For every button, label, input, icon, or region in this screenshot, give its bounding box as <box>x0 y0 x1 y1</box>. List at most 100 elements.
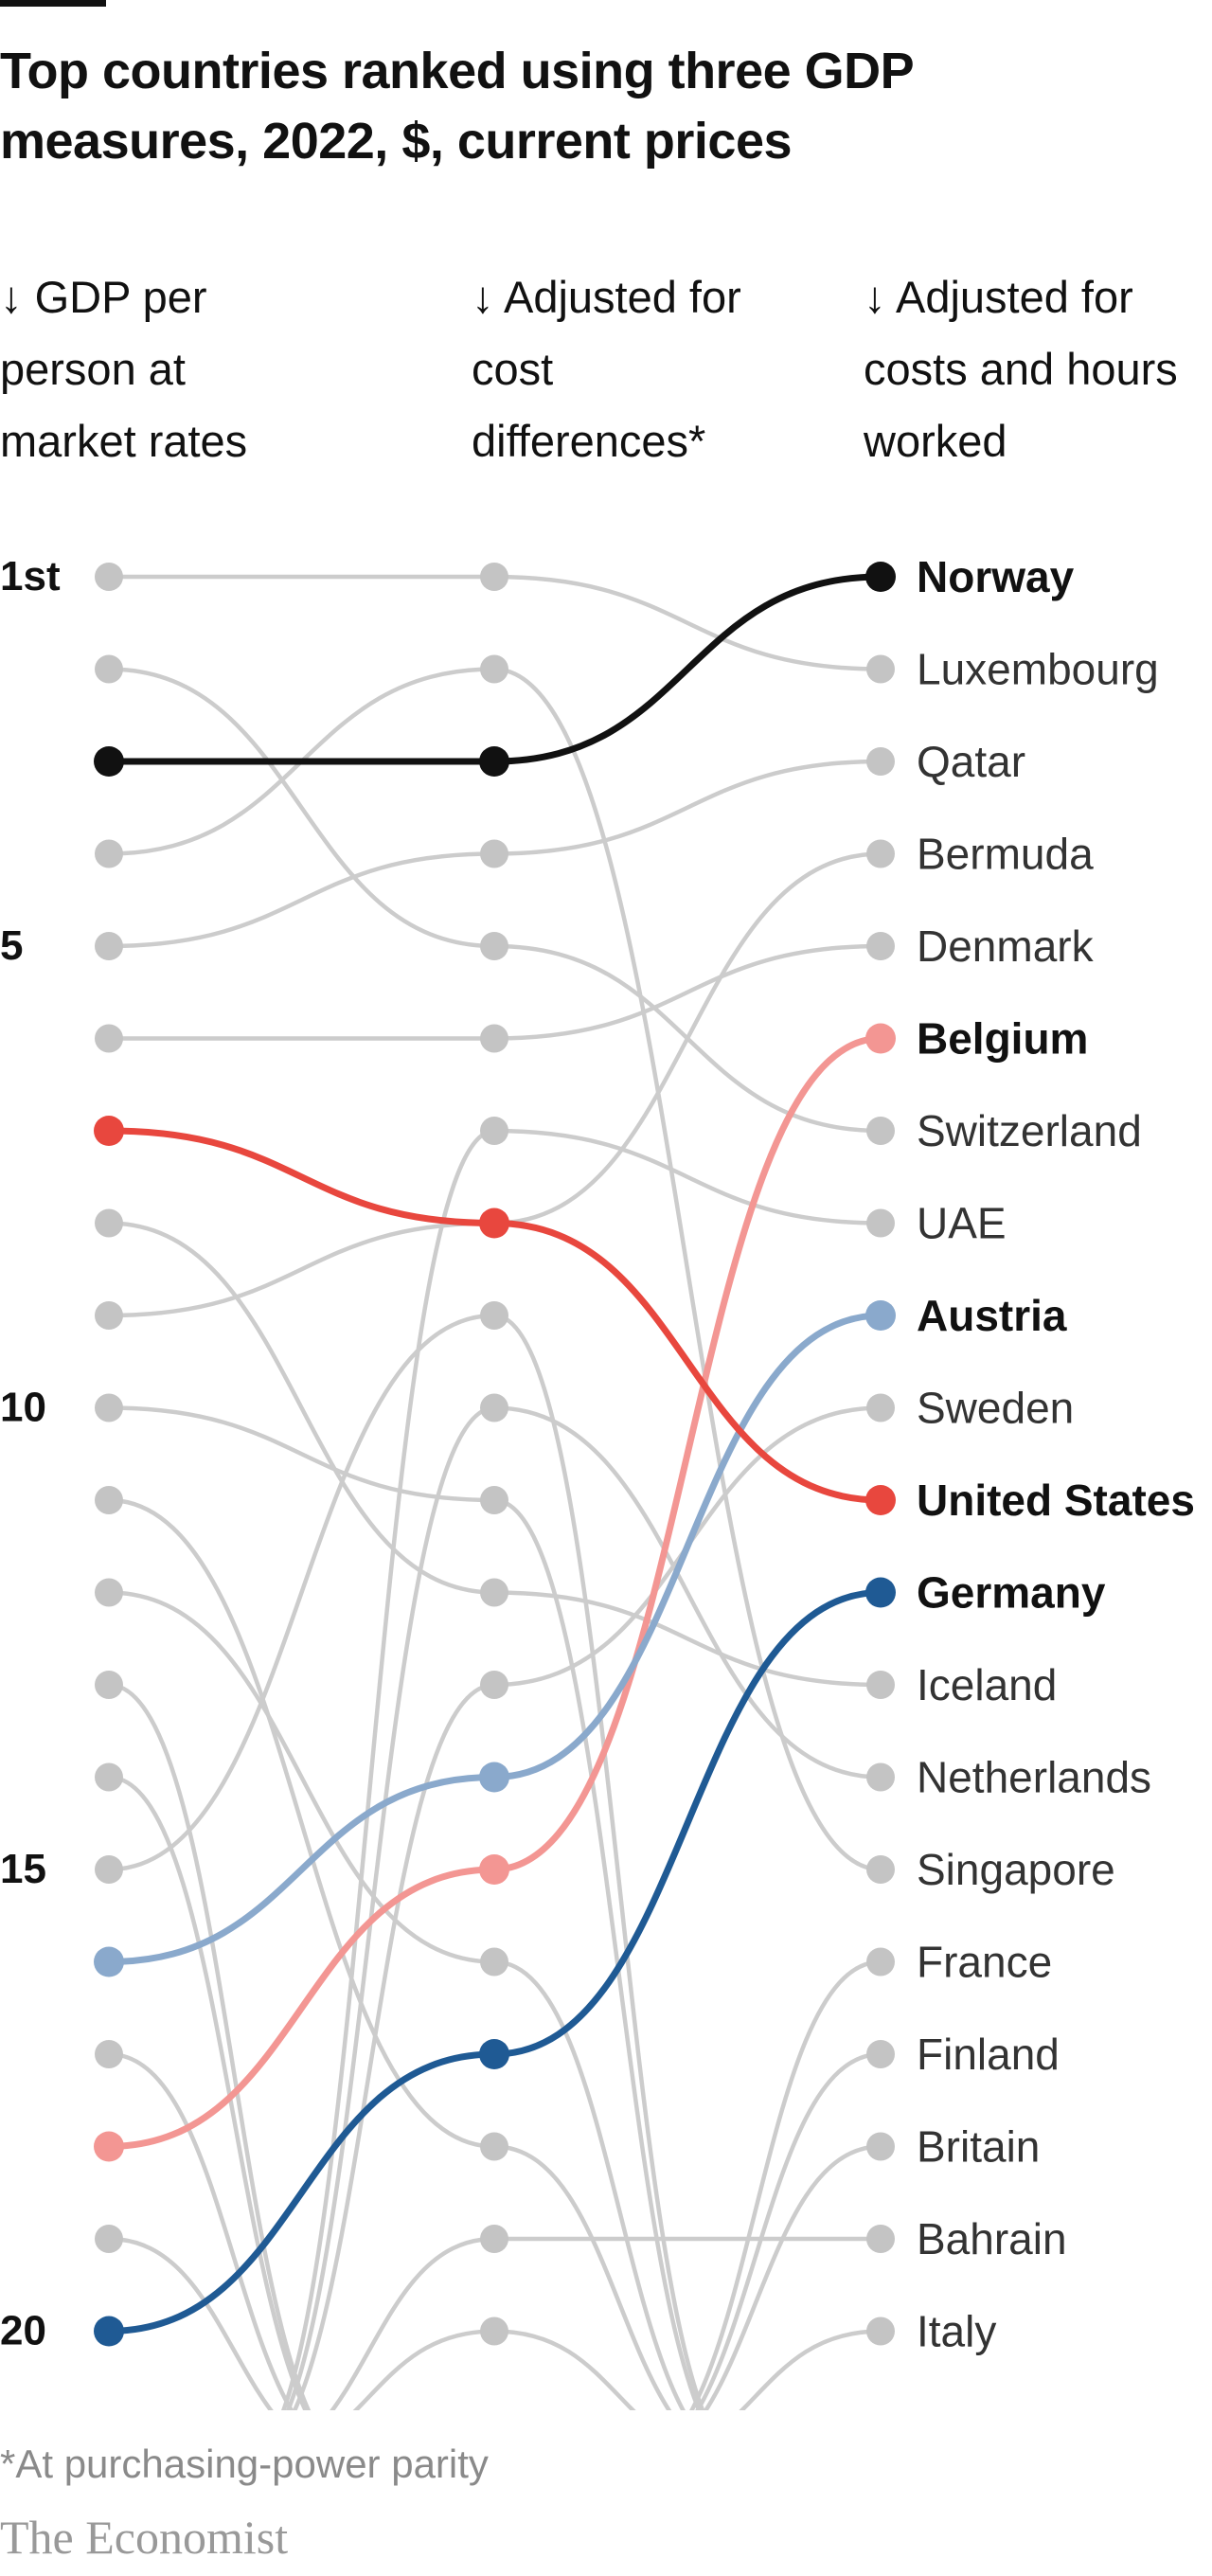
country-label: Luxembourg <box>917 645 1159 694</box>
series-line-france <box>688 1959 882 2410</box>
rank-dot <box>95 1024 123 1053</box>
rank-dot-norway <box>865 562 896 592</box>
series-line-norway <box>109 573 882 765</box>
series-line-other-9 <box>352 2329 636 2410</box>
series-line-other-4 <box>108 1682 312 2410</box>
rank-label: 15 <box>0 1846 46 1892</box>
country-label: Italy <box>917 2307 996 2356</box>
series-line-sweden <box>292 1405 882 2410</box>
series-line-other-5 <box>108 1775 309 2410</box>
rank-dot <box>866 1671 895 1699</box>
series-line-germany <box>108 1589 882 2334</box>
country-label: Singapore <box>917 1845 1115 1894</box>
rank-dot <box>866 2040 895 2068</box>
rank-dot <box>95 2040 123 2068</box>
rank-dot <box>95 1578 123 1607</box>
series-line-other-6 <box>108 1313 705 2410</box>
rank-dot <box>480 1671 508 1699</box>
rank-dot <box>866 1208 895 1238</box>
rank-dot <box>95 1301 123 1330</box>
rank-dot <box>866 1393 895 1422</box>
series-line-other-1 <box>108 1405 702 2410</box>
rank-dot <box>480 1578 508 1607</box>
rank-dot <box>95 563 123 591</box>
rank-dot <box>95 2225 123 2253</box>
country-label: Britain <box>917 2122 1040 2172</box>
country-label: Finland <box>917 2030 1060 2079</box>
country-label: Qatar <box>917 737 1025 786</box>
series-line-britain <box>703 2144 882 2410</box>
rank-dot <box>95 1671 123 1699</box>
down-arrow-icon: ↓ <box>864 272 886 322</box>
rank-dot <box>95 1855 123 1884</box>
series-line-luxembourg <box>108 574 882 671</box>
rank-dot <box>866 839 895 868</box>
rank-dot <box>480 2132 508 2161</box>
series-line-italy <box>739 2329 882 2410</box>
rank-dot <box>480 1024 508 1053</box>
country-label: Iceland <box>917 1660 1057 1709</box>
rank-dot-germany <box>865 1577 896 1608</box>
column-header-hours-adjusted: ↓ Adjusted for costs and hours worked <box>864 261 1204 477</box>
column-header-cost-adjusted: ↓ Adjusted for cost differences* <box>472 261 775 477</box>
series-line-other-3 <box>108 1590 686 2410</box>
rank-dot <box>866 1855 895 1884</box>
rank-dot <box>480 1486 508 1514</box>
rank-dot <box>866 1762 895 1792</box>
rank-dot-germany <box>479 2039 509 2069</box>
rank-dot <box>95 839 123 868</box>
rank-dot <box>866 932 895 960</box>
country-label: Germany <box>917 1568 1106 1618</box>
rank-dot-belgium <box>865 1023 896 1054</box>
rank-dot <box>480 839 508 868</box>
rank-dot <box>480 932 508 960</box>
column-header-label: Adjusted for costs and hours worked <box>864 272 1178 466</box>
series-line-bermuda <box>108 851 882 1318</box>
slope-chart: 1st 5 10 15 20 Norway Luxembourg Qatar Bermuda D… <box>0 552 1195 2410</box>
rank-dot <box>480 1393 508 1422</box>
country-label: France <box>917 1938 1052 1987</box>
rank-dot <box>480 1947 508 1977</box>
rank-dot-austria <box>94 1946 124 1977</box>
series-line-belgium <box>108 1035 882 2150</box>
rank-label: 20 <box>0 2308 46 2354</box>
rank-dot-norway <box>479 746 509 777</box>
rank-dot <box>480 1117 508 1145</box>
rank-dot-norway <box>94 746 124 777</box>
country-label: Austria <box>917 1291 1067 1340</box>
series-line-bahrain <box>330 2236 881 2410</box>
rank-dot <box>866 747 895 776</box>
rank-dot <box>866 2132 895 2161</box>
country-label: Switzerland <box>917 1106 1142 1155</box>
column-header-market-rates: ↓ GDP per person at market rates <box>0 261 312 477</box>
rank-dot-united-states <box>479 1208 509 1239</box>
rank-label: 1st <box>0 553 61 599</box>
series-line-finland <box>695 2051 882 2410</box>
country-label: Denmark <box>917 921 1095 971</box>
rank-dot <box>866 2317 895 2346</box>
country-label: United States <box>917 1476 1195 1525</box>
rank-dot <box>866 1117 895 1145</box>
country-label: Netherlands <box>917 1753 1151 1802</box>
rank-dot <box>95 1393 123 1422</box>
column-header-label: GDP per person at market rates <box>0 272 248 466</box>
rank-dot-belgium <box>94 2131 124 2162</box>
series-line-other-2 <box>108 1497 672 2410</box>
down-arrow-icon: ↓ <box>472 272 494 322</box>
series-line-other-7 <box>108 2051 294 2410</box>
rank-dot <box>866 654 895 684</box>
column-header-label: Adjusted for cost differences* <box>472 272 741 466</box>
country-label: Bermuda <box>917 830 1094 879</box>
rank-dot <box>95 1208 123 1238</box>
series-line-qatar <box>108 759 882 949</box>
rank-dot-austria <box>865 1300 896 1331</box>
rank-dot <box>95 1486 123 1514</box>
country-label: Sweden <box>917 1384 1074 1433</box>
country-label: Norway <box>917 552 1075 601</box>
country-label: Bahrain <box>917 2214 1067 2263</box>
series-line-switzerland <box>108 667 882 1134</box>
country-label: Belgium <box>917 1014 1088 1064</box>
top-rule <box>0 0 106 7</box>
rank-dot <box>95 654 123 684</box>
chart-title: Top countries ranked using three GDP mea… <box>0 43 914 170</box>
